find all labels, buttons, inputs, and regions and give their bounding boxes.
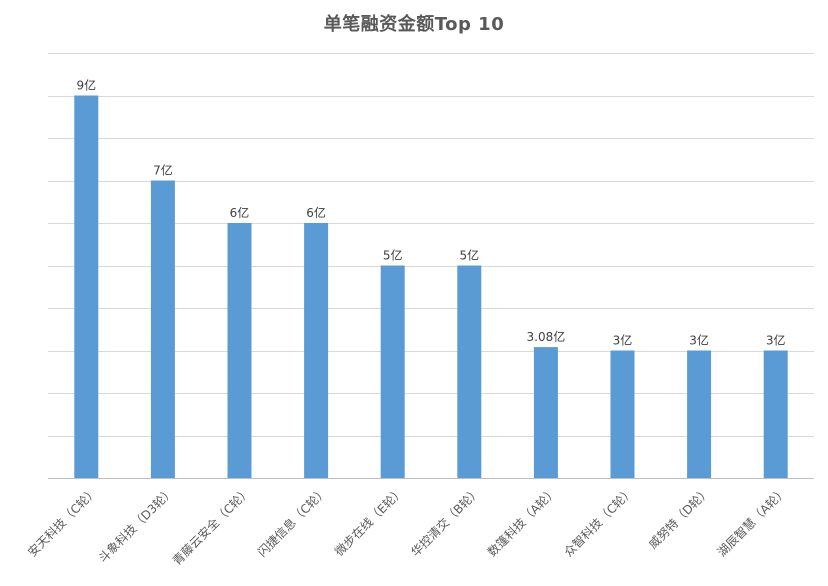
data-label: 9亿 — [76, 78, 96, 93]
bar — [457, 265, 482, 478]
bar — [150, 180, 175, 478]
data-labels: 9亿 7亿 6亿 6亿 5亿 5亿 3.08亿 3亿 3亿 3亿 — [76, 78, 785, 348]
category-tick-label: 斗象科技（D3轮） — [96, 484, 177, 565]
data-label: 6亿 — [230, 205, 250, 220]
bar — [227, 223, 252, 478]
bar — [304, 223, 329, 478]
bar — [687, 350, 712, 478]
data-label: 3.08亿 — [527, 329, 566, 344]
data-label: 5亿 — [459, 248, 479, 263]
bar — [533, 347, 558, 478]
category-tick-label: 微步在线（E轮） — [332, 484, 407, 559]
bar — [380, 265, 405, 478]
data-label: 3亿 — [689, 333, 709, 348]
bar — [610, 350, 635, 478]
category-tick-label: 闪捷信息（C轮） — [254, 484, 330, 560]
category-tick-labels: 安天科技（C轮）斗象科技（D3轮）青藤云安全（C轮） 闪捷信息（C轮） 微步在线（E… — [24, 484, 789, 568]
chart-title: 单笔融资金额Top 10 — [323, 14, 505, 35]
data-label: 3亿 — [613, 333, 633, 348]
category-tick-label: 青藤云安全（C轮） — [169, 484, 253, 568]
data-label: 7亿 — [153, 163, 173, 178]
category-tick-label: 数篷科技（A轮） — [484, 484, 560, 560]
category-tick-label: 众智科技（C轮） — [561, 484, 637, 560]
category-tick-label: 华控清交（B轮） — [408, 484, 484, 560]
data-label: 3亿 — [766, 333, 786, 348]
data-label: 6亿 — [306, 205, 326, 220]
gridlines — [48, 53, 814, 479]
category-tick-label: 威努特（D轮） — [645, 484, 713, 552]
category-tick-label: 安天科技（C轮） — [24, 484, 100, 560]
bar — [74, 95, 99, 478]
bar — [763, 350, 788, 478]
data-label: 5亿 — [383, 248, 403, 263]
bars — [74, 95, 788, 478]
category-tick-label: 湖辰智慧（A轮） — [714, 484, 790, 560]
